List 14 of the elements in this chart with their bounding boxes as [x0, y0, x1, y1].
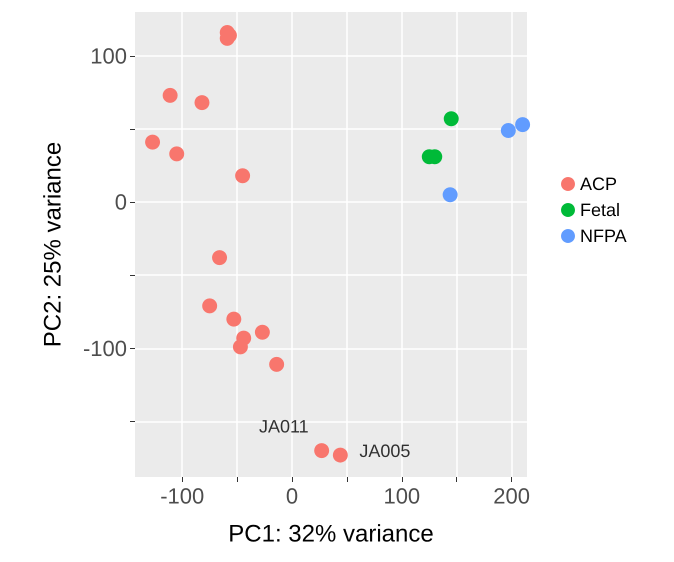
y-tick-label: -100	[82, 336, 127, 361]
x-axis-title: PC1: 32% variance	[228, 520, 434, 548]
legend-label: Fetal	[580, 200, 620, 220]
x-tick-label: 100	[383, 484, 420, 508]
legend-label: ACP	[580, 174, 618, 194]
x-tick-label: -100	[160, 484, 204, 508]
y-tick-label: 0	[114, 190, 127, 215]
x-tick-label: 200	[493, 484, 530, 508]
y-axis-title: PC2: 25% variance	[40, 142, 66, 348]
legend-label: NFPA	[580, 226, 627, 246]
annotation: JA005	[359, 441, 410, 462]
y-tick-label: 100	[90, 43, 127, 68]
x-tick-label: 0	[286, 484, 298, 508]
annotation: JA011	[258, 416, 309, 437]
